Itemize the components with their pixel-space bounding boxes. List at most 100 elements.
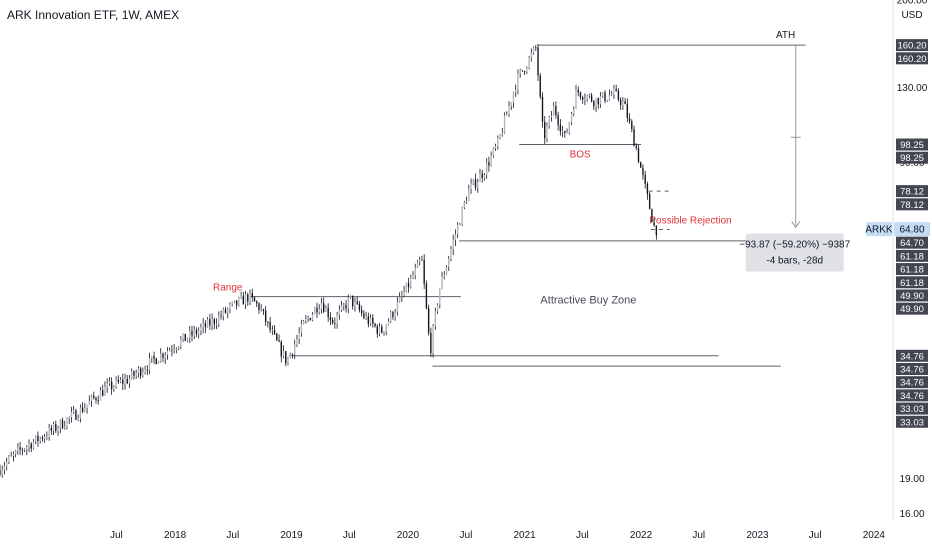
- candle: [410, 274, 412, 289]
- candle: [72, 405, 75, 414]
- price-axis[interactable]: USD200.00130.0090.0019.0016.00160.20160.…: [865, 0, 930, 520]
- candle: [477, 178, 479, 193]
- candle: [626, 98, 629, 123]
- candle-body: [32, 441, 35, 449]
- candle-body: [55, 424, 57, 431]
- candle: [195, 327, 198, 338]
- candle-body: [314, 307, 316, 315]
- candle-body: [611, 94, 613, 96]
- candle-body: [588, 95, 591, 97]
- candle-body: [628, 118, 631, 122]
- candle: [30, 442, 32, 453]
- candle-body: [599, 96, 602, 105]
- candle: [323, 297, 325, 314]
- candle-body: [635, 146, 637, 148]
- price-tag-label: 78.12: [900, 200, 924, 211]
- price-tag: [896, 39, 928, 52]
- candle: [46, 431, 48, 440]
- candle: [309, 317, 312, 321]
- candle-body: [164, 354, 166, 358]
- candle-body: [244, 294, 247, 305]
- candle-body: [546, 125, 548, 139]
- candle-body: [485, 162, 488, 175]
- candle: [459, 222, 461, 226]
- candle-body: [343, 304, 345, 306]
- candle-body: [624, 101, 626, 105]
- candle-body: [508, 106, 510, 115]
- candle-body: [401, 295, 403, 297]
- candle: [314, 306, 316, 315]
- candle-body: [340, 305, 343, 311]
- candle-body: [95, 397, 97, 401]
- candle: [267, 321, 269, 328]
- candle-body: [300, 324, 303, 334]
- candle-body: [258, 303, 260, 311]
- candle: [633, 125, 635, 147]
- candle: [403, 286, 405, 298]
- candle: [66, 417, 68, 430]
- candle-body: [468, 189, 470, 202]
- candle-body: [503, 115, 506, 133]
- candle-body: [541, 96, 544, 122]
- candle-body: [240, 295, 242, 298]
- candle: [544, 116, 546, 145]
- candle-body: [481, 173, 483, 179]
- x-tick-label: Jul: [226, 530, 239, 541]
- candle-body: [57, 428, 59, 431]
- candle-body: [376, 326, 378, 334]
- candle-body: [302, 321, 305, 325]
- candle-body: [30, 443, 32, 449]
- candle: [122, 373, 124, 390]
- candle: [101, 384, 104, 397]
- candle-body: [66, 418, 68, 427]
- candle: [17, 443, 19, 455]
- candle-body: [352, 295, 354, 307]
- time-axis[interactable]: Jul 2018 Jul 2019 Jul 2020 Jul 2021 Jul 2022 Jul 20…: [110, 530, 885, 541]
- candle-body: [463, 202, 466, 208]
- candle: [280, 340, 282, 363]
- candle-body: [48, 427, 50, 437]
- candle-body: [365, 316, 367, 318]
- candle: [454, 229, 457, 247]
- candle-body: [249, 292, 251, 302]
- candle-body: [171, 349, 173, 351]
- candle-body: [59, 420, 61, 429]
- candle-body: [227, 309, 229, 313]
- candle: [608, 89, 611, 101]
- candle: [461, 206, 463, 227]
- candle-body: [113, 386, 115, 390]
- candle-body: [613, 88, 615, 95]
- candle-body: [213, 319, 216, 325]
- candle-body: [153, 355, 155, 359]
- candle: [398, 292, 401, 303]
- price-tag-label: 61.18: [900, 265, 924, 276]
- candle-body: [50, 427, 53, 431]
- candle-body: [160, 353, 162, 362]
- candle: [57, 425, 59, 436]
- candle: [363, 310, 365, 320]
- candle: [450, 245, 452, 262]
- candle: [206, 317, 209, 328]
- candle: [227, 307, 229, 319]
- candle-body: [329, 317, 332, 321]
- x-tick-label: Jul: [343, 530, 356, 541]
- candle-body: [512, 92, 515, 103]
- candle: [521, 70, 524, 72]
- candle-body: [633, 128, 635, 147]
- candle: [468, 184, 470, 202]
- candle-body: [35, 435, 37, 442]
- x-tick-label: 2020: [397, 530, 420, 541]
- candle-body: [378, 326, 381, 334]
- candle: [177, 345, 180, 351]
- candle-body: [128, 378, 131, 384]
- candle: [485, 158, 488, 179]
- candle-body: [595, 98, 597, 107]
- candle: [318, 304, 320, 315]
- candle-body: [367, 316, 370, 324]
- candle-body: [499, 134, 501, 139]
- candle: [646, 181, 649, 200]
- candle-body: [590, 95, 593, 102]
- candle-body: [445, 266, 448, 275]
- candle: [526, 66, 528, 75]
